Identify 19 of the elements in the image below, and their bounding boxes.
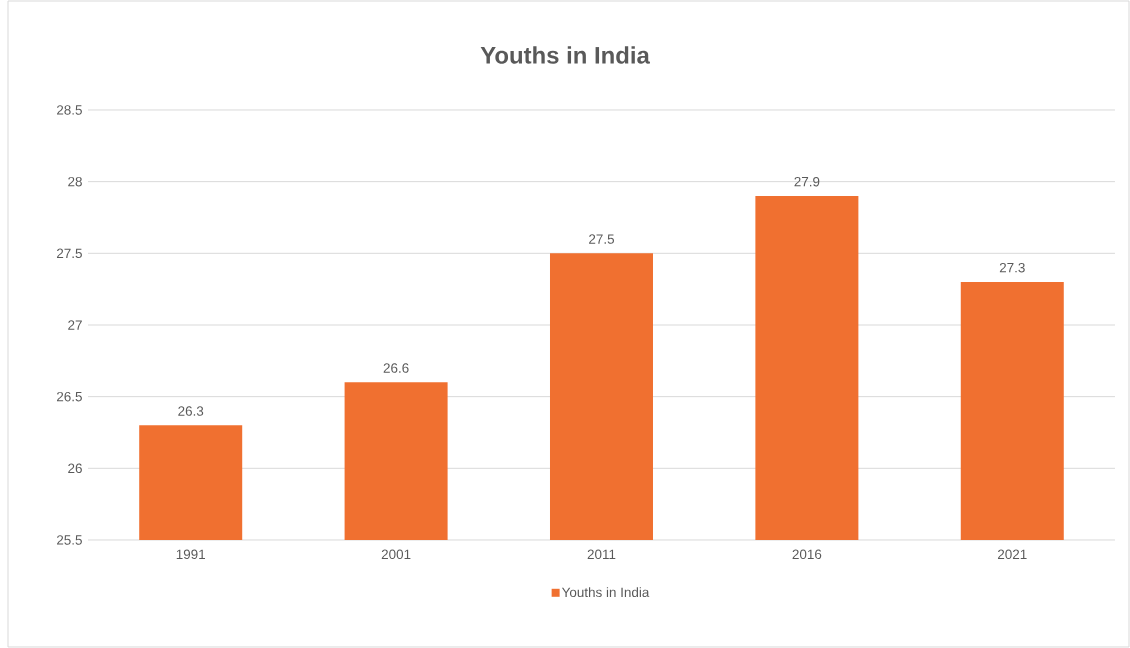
y-tick-label: 26 [68, 463, 82, 474]
x-tick-label: 2011 [587, 549, 616, 560]
y-tick-label: 28.5 [56, 105, 82, 115]
y-tick-label: 26.5 [56, 391, 82, 402]
y-tick-label: 27.5 [56, 248, 82, 259]
data-label: 27.5 [589, 234, 615, 244]
x-tick-label: 2016 [792, 549, 822, 560]
x-tick-label: 1991 [176, 549, 206, 560]
y-tick-label: 28 [68, 176, 82, 187]
data-label: 27.9 [794, 176, 820, 187]
legend-label: Youths in India [561, 587, 650, 598]
y-tick-label: 25.5 [56, 535, 82, 545]
data-label: 26.3 [178, 406, 204, 416]
data-label: 27.3 [999, 262, 1025, 273]
chart-title: Youths in India [480, 46, 650, 64]
y-tick-label: 27 [68, 320, 82, 330]
x-tick-label: 2021 [997, 549, 1027, 560]
x-tick-label: 2001 [381, 549, 411, 560]
data-label: 26.6 [383, 363, 409, 373]
